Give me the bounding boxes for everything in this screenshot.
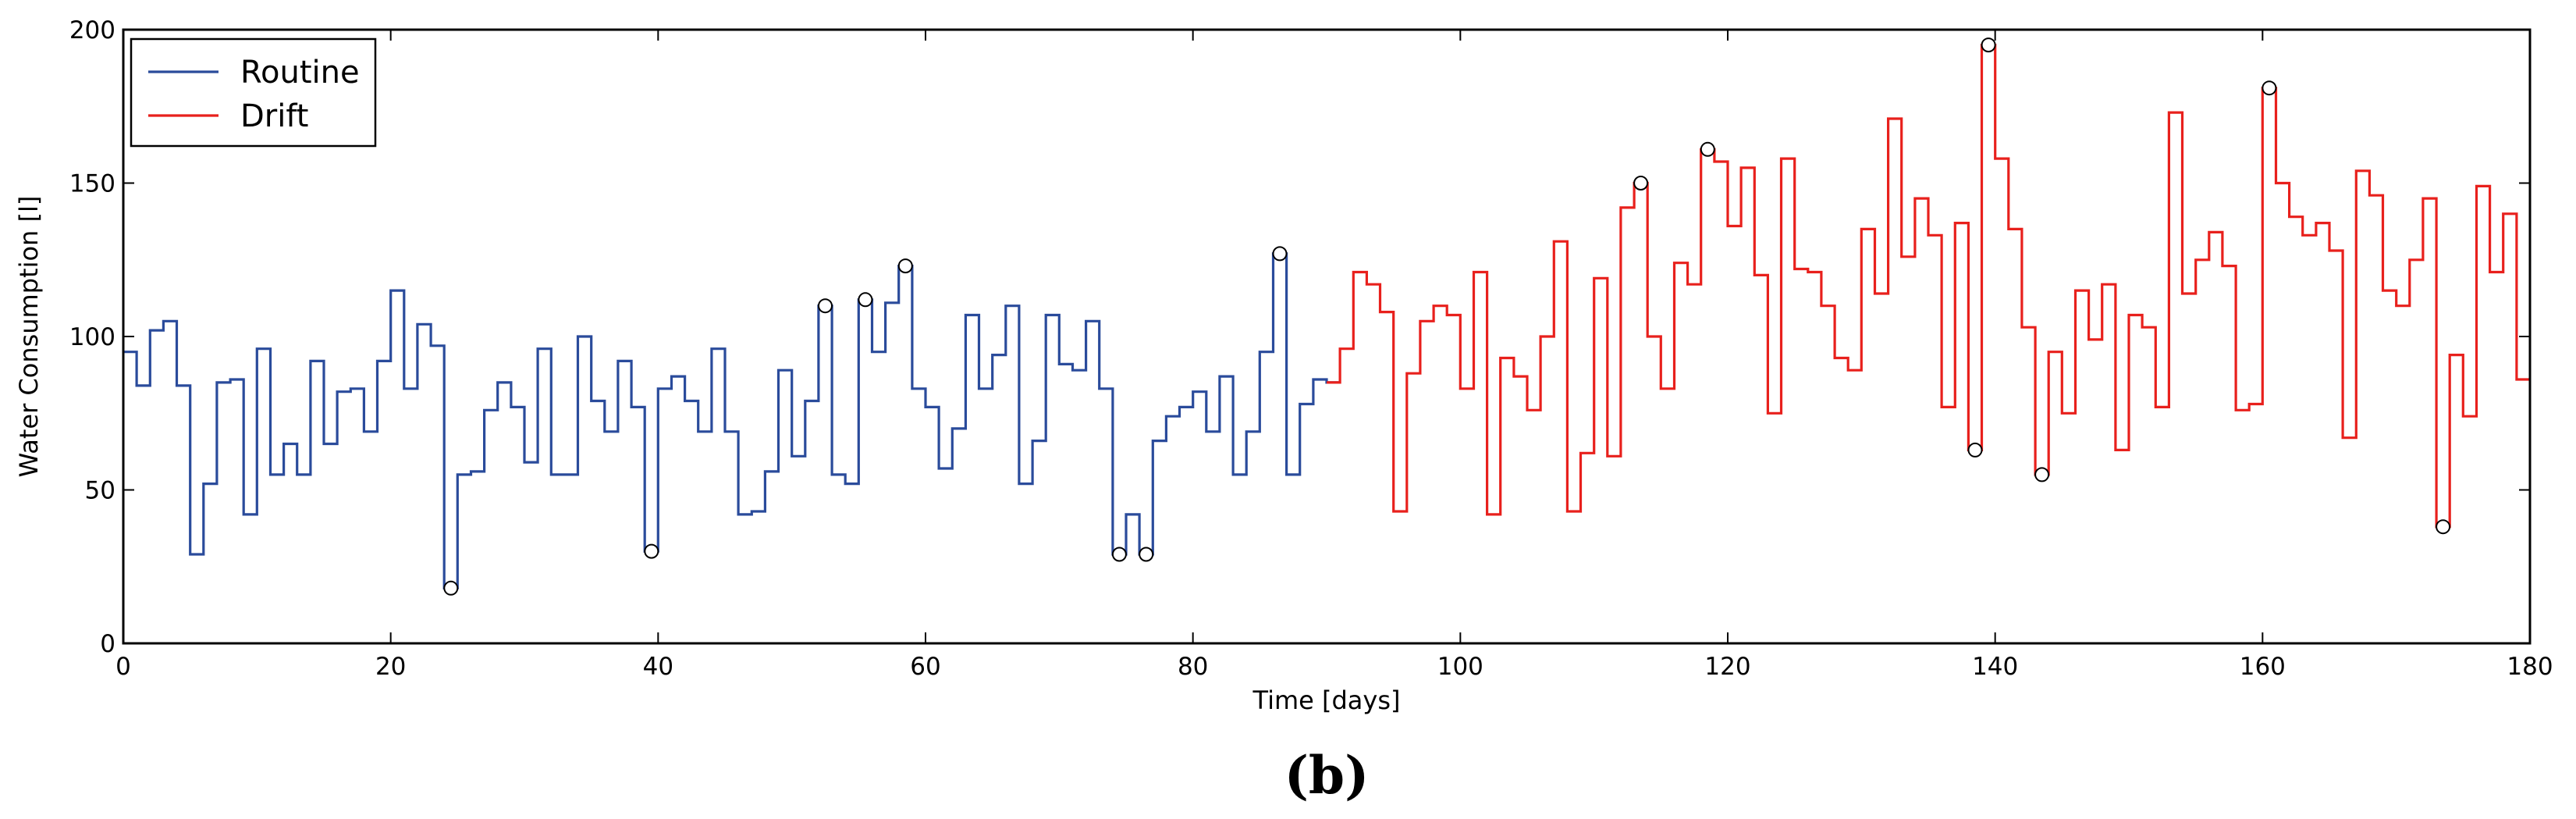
x-tick-label-0: 0 [115, 653, 131, 681]
plot-layer [123, 37, 2530, 596]
x-tick-label-9: 180 [2507, 653, 2553, 681]
x-tick-label-4: 80 [1178, 653, 1208, 681]
x-tick-label-7: 140 [1972, 653, 2018, 681]
circled-point-10 [1967, 442, 1983, 458]
legend-label-routine: Routine [240, 55, 360, 91]
x-tick-label-5: 100 [1437, 653, 1483, 681]
circled-point-11 [1981, 37, 1996, 53]
legend-box [130, 37, 377, 148]
x-tick-label-6: 120 [1704, 653, 1750, 681]
y-axis-label: Water Consumption [l] [14, 196, 44, 478]
circled-point-13 [2262, 80, 2277, 96]
legend-label-drift: Drift [240, 98, 308, 134]
legend: Routine Drift [130, 37, 377, 148]
circled-point-12 [2034, 467, 2050, 482]
circled-point-5 [1111, 547, 1127, 562]
x-axis-label: Time [days] [1252, 685, 1401, 715]
figure-caption: (b) [1284, 745, 1370, 806]
axes-layer: 0 20 40 60 80 100 120 140 160 180 0 50 100 150 200 [69, 16, 2553, 681]
x-tick-label-2: 40 [643, 653, 673, 681]
circled-point-6 [1139, 547, 1154, 562]
circled-point-14 [2436, 519, 2451, 535]
circled-point-3 [858, 292, 873, 308]
x-tick-label-3: 60 [910, 653, 940, 681]
circled-point-2 [818, 298, 833, 314]
circled-point-8 [1633, 176, 1649, 191]
series-line-drift [1327, 44, 2530, 529]
y-tick-label-0: 0 [100, 630, 115, 658]
y-tick-label-4: 200 [69, 16, 115, 45]
x-tick-label-8: 160 [2240, 653, 2286, 681]
y-tick-label-2: 100 [69, 323, 115, 351]
x-tick-label-1: 20 [375, 653, 406, 681]
circled-point-7 [1272, 246, 1288, 262]
y-tick-label-3: 150 [69, 170, 115, 198]
series-line-routine [123, 252, 1341, 589]
circled-point-0 [443, 580, 459, 596]
circled-point-1 [644, 543, 659, 559]
circled-point-4 [897, 258, 913, 274]
circled-point-9 [1700, 141, 1715, 157]
y-tick-label-1: 50 [85, 477, 115, 505]
